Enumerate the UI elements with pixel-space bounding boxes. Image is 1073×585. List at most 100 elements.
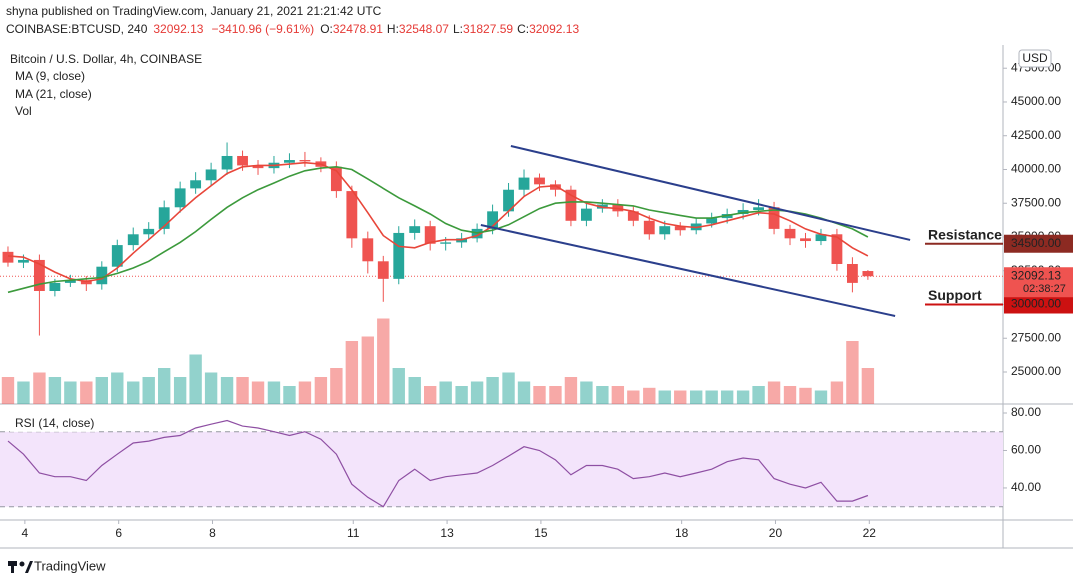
candle-body [64,280,76,283]
candle-body [49,282,61,291]
volume-bar [752,386,765,404]
candle-body [800,238,811,242]
candle-body [424,226,436,244]
y-tick-label: 40000.00 [1011,162,1061,176]
ohlc-value: 31827.59 [463,22,513,36]
candle-body [18,259,29,263]
volume-bar [298,381,312,404]
volume-bar [330,368,343,404]
legend-entry: Vol [15,104,32,118]
volume-bar [596,386,609,404]
candle-body [503,189,514,212]
volume-bar [95,377,108,404]
volume-bar [251,381,265,404]
volume-bar [361,336,374,404]
candle-body [518,177,530,190]
candle-body [33,259,45,291]
volume-bar [533,386,546,404]
volume-bar [799,387,812,404]
rsi-legend: RSI (14, close) [15,416,94,430]
volume-bar [689,390,703,404]
rsi-legend-box [10,415,96,432]
candle-body [221,155,233,170]
volume-bar [517,381,531,404]
candle-body [377,261,389,279]
level-tag-label: 34500.00 [1011,236,1061,250]
legend-entry: MA (21, close) [15,87,92,101]
volume-bar [502,372,515,404]
candle-body [440,242,452,244]
volume-bar [111,372,124,404]
candle-body [550,184,561,190]
trendline [510,145,911,241]
volume-bar [1,377,15,404]
rsi-tick-label: 60.00 [1011,443,1041,457]
volume-bar [439,381,452,404]
ohlc-value: 32548.07 [399,22,449,36]
volume-bar [549,386,562,404]
level-name: Resistance [928,226,1002,242]
candle-body [643,220,655,235]
plot-layer: 25000.0027500.0030000.0032500.0035000.00… [0,60,1073,540]
volume-bar [720,390,734,404]
volume-bar [220,377,234,404]
volume-bar [658,390,671,404]
candle-body [768,207,780,229]
last-price-tag [1004,267,1073,298]
candle-body [362,238,374,262]
volume-bar [674,390,687,404]
brand: TradingView [34,558,106,573]
candle-body [580,208,592,221]
volume-bar [158,368,171,404]
volume-bar [705,390,718,404]
volume-bar [48,377,62,404]
volume-bar [204,372,218,404]
ohlc-label: O: [320,22,333,36]
volume-bar [64,381,77,404]
candle-body [111,245,123,267]
candle-body [96,266,108,285]
y-tick-label: 42500.00 [1011,128,1061,142]
candle-body [487,211,499,229]
volume-bar [173,377,187,404]
level-tag [1004,234,1073,253]
currency-box[interactable] [1018,49,1052,68]
candle-body [534,177,545,185]
x-tick-label: 13 [440,526,454,540]
x-tick-label: 15 [534,526,548,540]
candle-body [862,271,874,277]
published-line: shyna published on TradingView.com, Janu… [6,4,382,18]
candle-body [565,189,577,221]
candle-body [190,180,202,189]
volume-bar [470,381,484,404]
volume-bar [236,377,249,404]
volume-bar [861,368,875,404]
currency: USD [1022,51,1048,65]
rsi-line [7,419,869,508]
volume-bar [267,381,281,404]
x-tick-label: 22 [863,526,877,540]
volume-bar [846,341,859,404]
level-name: Support [928,287,982,303]
candle-body [143,228,155,235]
volume-bar [564,377,578,404]
volume-bar [314,377,328,404]
candle-body [815,234,827,242]
candle-body [330,166,342,192]
x-tick-label: 18 [675,526,689,540]
candle-body [753,207,765,210]
volume-bar [767,381,781,404]
chart-title: Bitcoin / U.S. Dollar, 4h, COINBASE [10,52,202,66]
moving-average [7,161,869,283]
candle-body [831,234,843,264]
ohlc-label: L: [453,22,463,36]
volume-bar [345,341,359,404]
volume-bar [377,318,390,404]
candle-body [409,226,421,233]
volume-bar [643,387,656,404]
x-tick-label: 20 [769,526,783,540]
candle-body [174,188,186,208]
candle-body [158,207,170,229]
candle-body [346,191,358,239]
